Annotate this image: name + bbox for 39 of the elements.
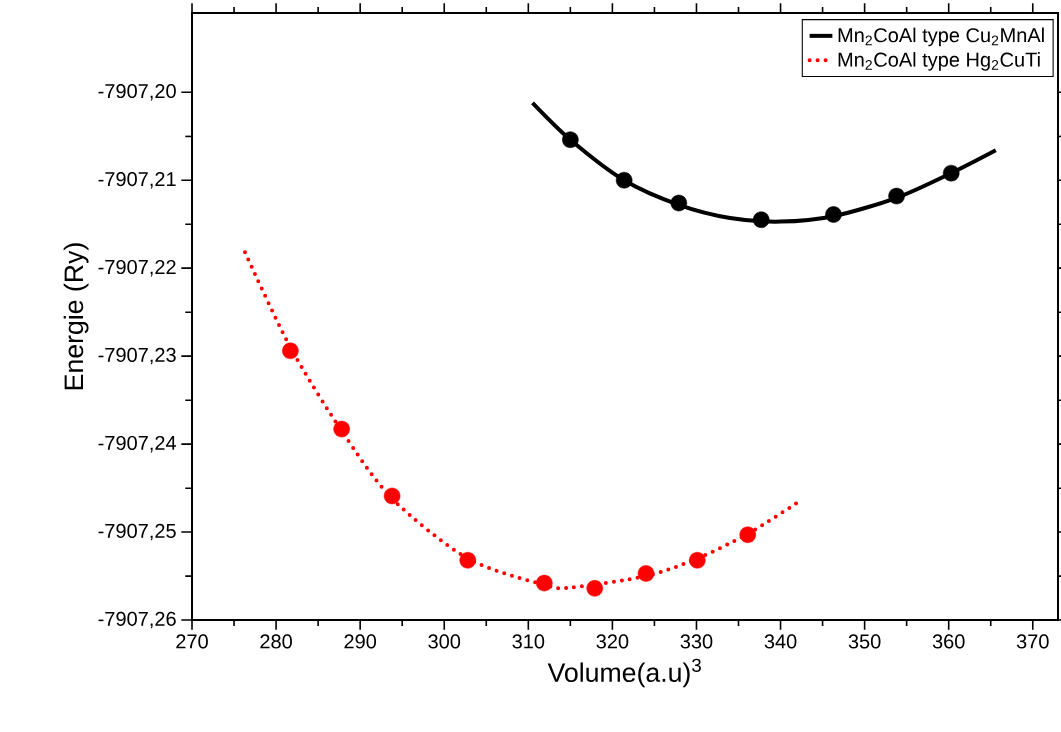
point: [615, 171, 633, 189]
point: [670, 194, 688, 212]
point: [586, 580, 603, 597]
line-series: [530, 100, 998, 224]
x-tick-label: 290: [344, 634, 377, 649]
legend-label: Mn$_{2}$CoAl type Hg$_{2}$CuTi: [838, 52, 1040, 71]
point: [282, 342, 299, 360]
y-tick-label: -7907,25: [98, 523, 176, 541]
point: [383, 487, 401, 505]
point: [333, 420, 350, 438]
y-tick-label: -7907,20: [98, 83, 176, 101]
legend-label: Mn$_{2}$CoAl type Cu$_{2}$MnAl: [838, 27, 1044, 47]
point: [459, 551, 477, 569]
point: [752, 211, 770, 228]
point: [536, 574, 553, 592]
x-tick-label: 360: [932, 634, 965, 649]
x-tick-label: 310: [512, 634, 545, 649]
point: [942, 164, 960, 182]
point: [739, 526, 757, 544]
y-tick-label: -7907,26: [98, 611, 176, 629]
x-axis-title: Volume(a.u)$^{3}$: [547, 658, 701, 688]
x-tick-label: 340: [764, 634, 797, 649]
x-tick-label: 270: [176, 634, 208, 649]
x-tick-label: 300: [428, 634, 461, 649]
point: [562, 131, 579, 148]
y-tick-label: -7907,22: [98, 259, 176, 277]
point: [825, 206, 842, 223]
x-tick-label: 350: [848, 634, 881, 649]
y-tick-label: -7907,24: [98, 435, 177, 453]
y-tick-label: -7907,21: [98, 171, 176, 189]
x-tick-label: 370: [1016, 634, 1049, 649]
x-tick-label: 320: [596, 634, 629, 649]
x-tick-label: 330: [680, 634, 713, 649]
x-tick-label: 280: [260, 634, 292, 649]
y-tick-label: -7907,23: [98, 347, 176, 365]
point: [637, 565, 655, 582]
y-axis-title: Energie (Ry): [63, 243, 89, 390]
point: [689, 551, 706, 569]
point: [888, 187, 905, 205]
